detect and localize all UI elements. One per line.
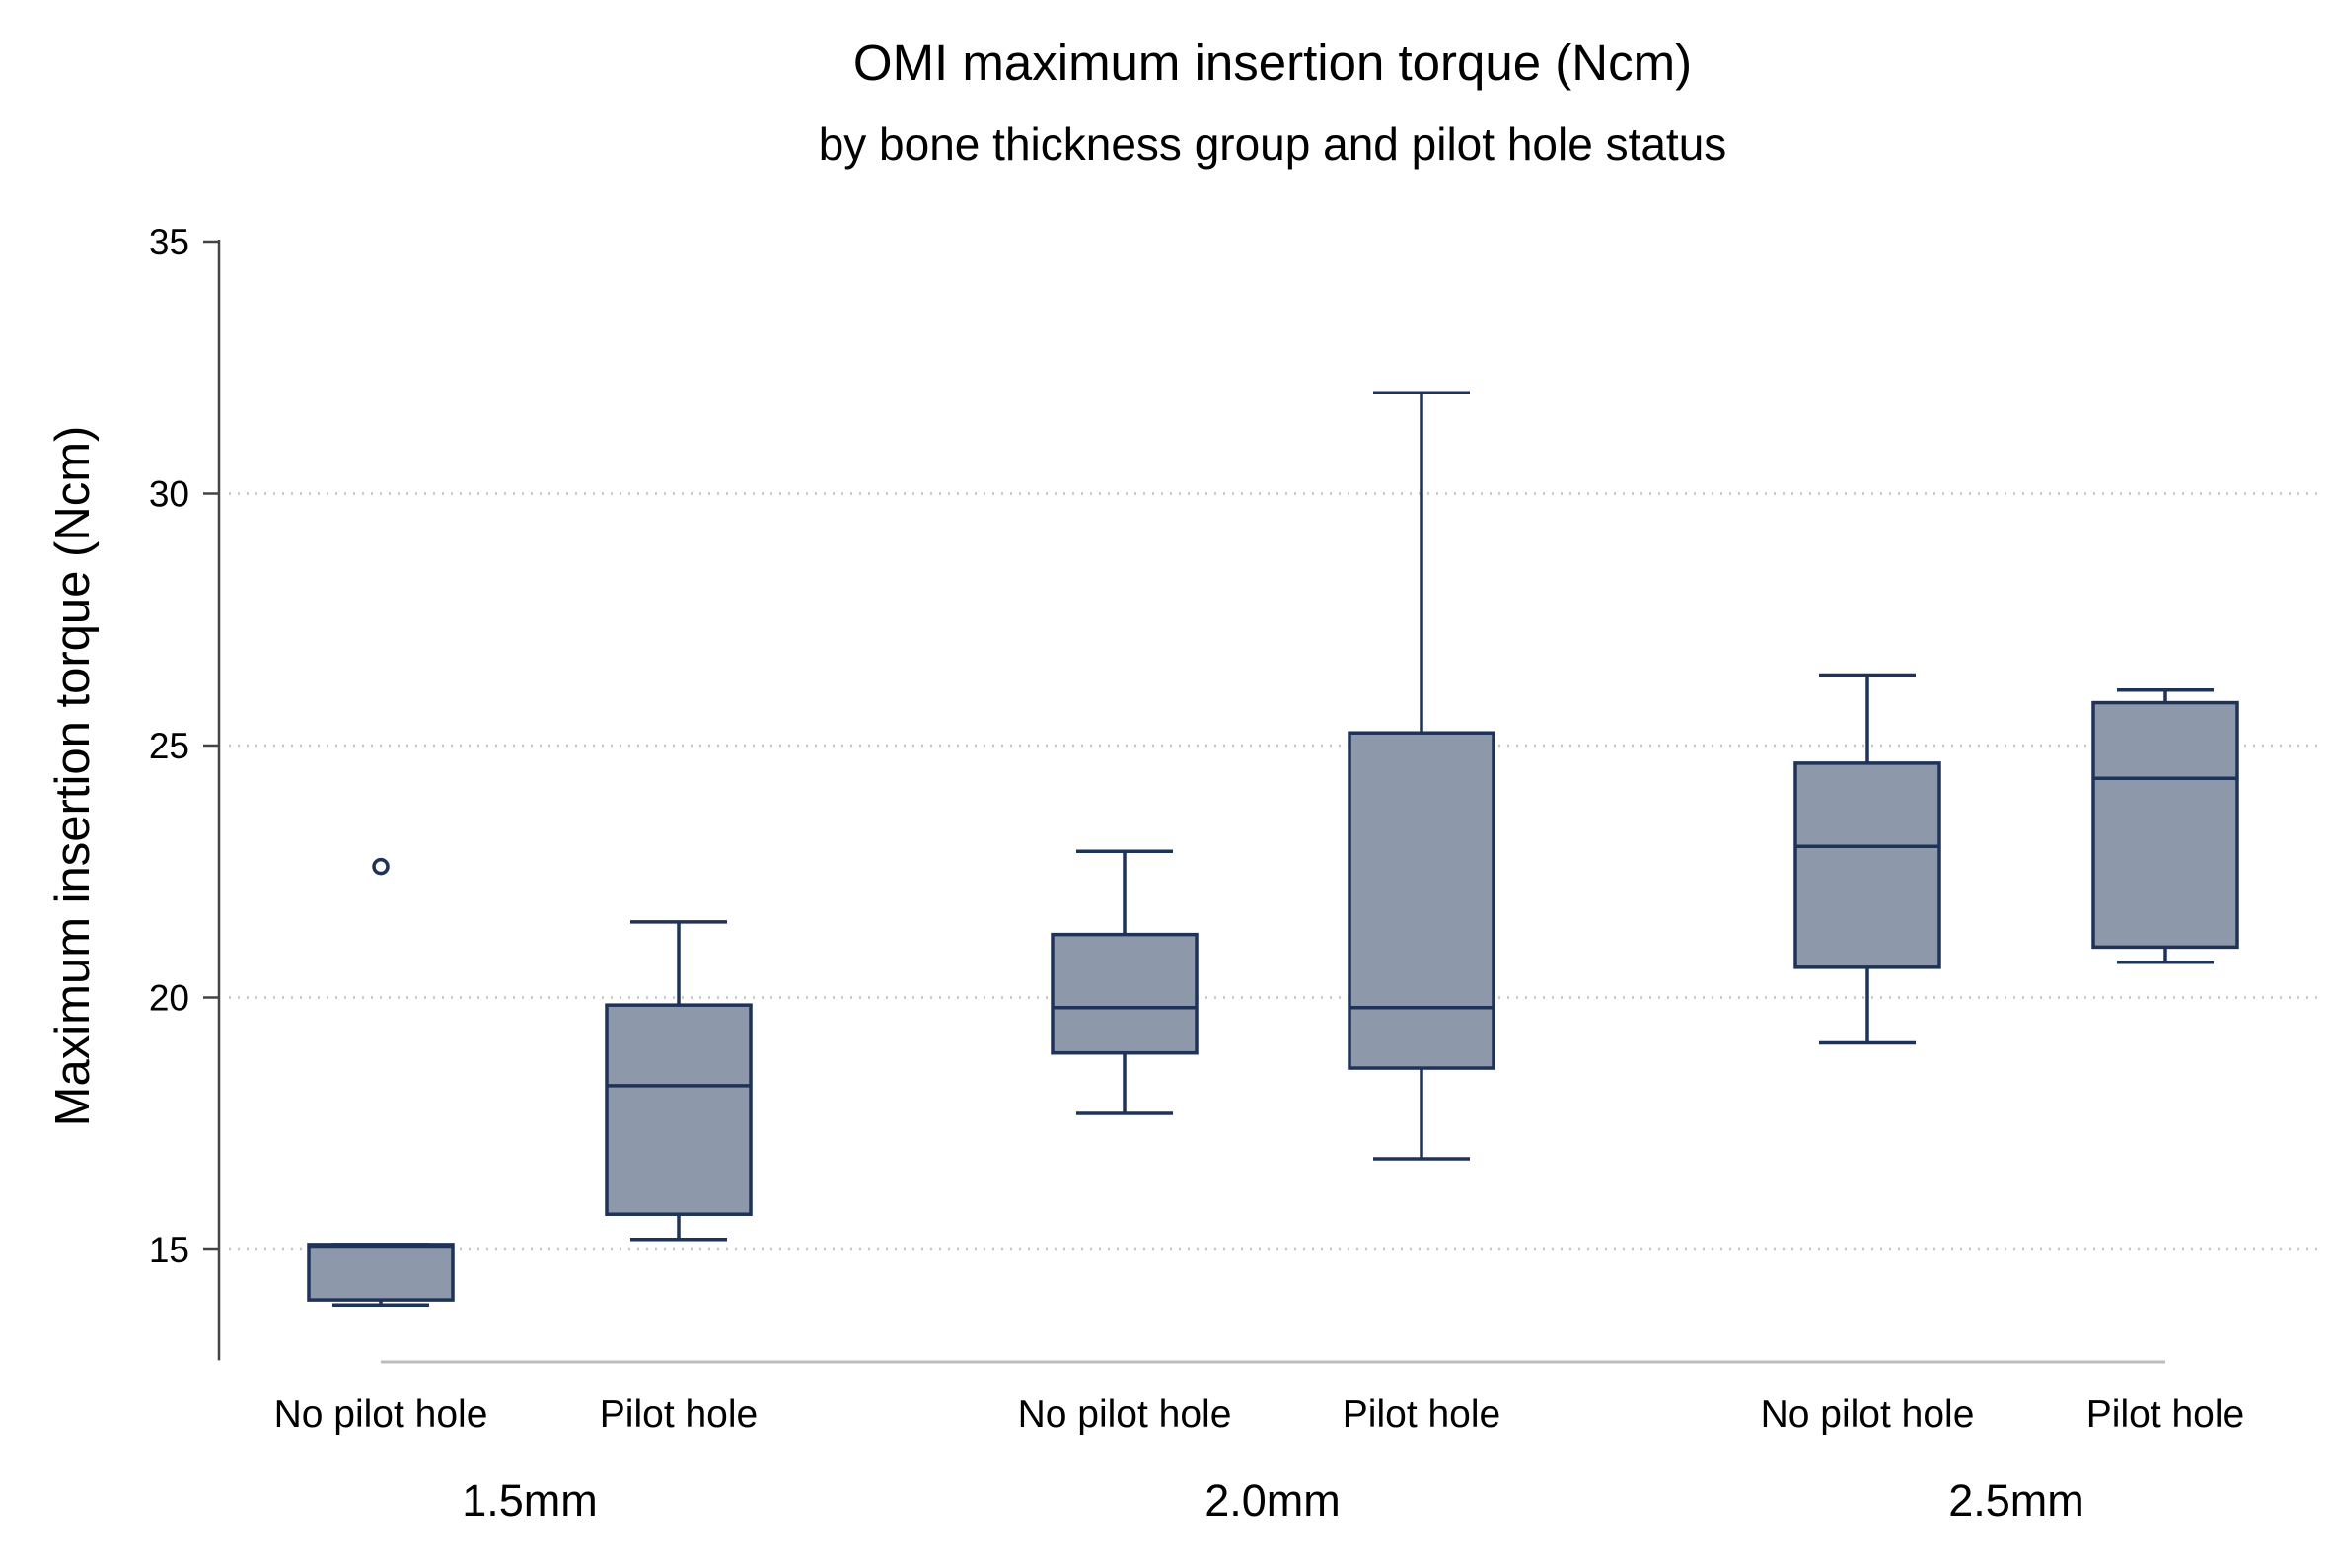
category-label-15mm-pilot-hole: Pilot hole (600, 1393, 758, 1436)
chart-subtitle: by bone thickness group and pilot hole s… (819, 118, 1727, 170)
y-axis: 15 20 25 30 35 (149, 222, 221, 1361)
category-label-15mm-no-pilot-hole: No pilot hole (274, 1393, 488, 1436)
chart-title: OMI maximum insertion torque (Ncm) (853, 35, 1692, 91)
y-axis-title: Maximum insertion torque (Ncm) (46, 426, 100, 1127)
box-20mm-pilot-hole (1348, 731, 1495, 1070)
box-15mm-no-pilot-hole (307, 1243, 455, 1302)
box-series (307, 391, 2239, 1307)
category-label-25mm-no-pilot-hole: No pilot hole (1761, 1393, 1975, 1436)
box-20mm-no-pilot-hole (1051, 932, 1199, 1055)
box-25mm-pilot-hole (2091, 700, 2239, 950)
category-label-25mm-pilot-hole: Pilot hole (2086, 1393, 2244, 1436)
group-label-15mm: 1.5mm (462, 1475, 598, 1526)
y-tick-label-20: 20 (149, 978, 189, 1019)
group-label-20mm: 2.0mm (1204, 1475, 1341, 1526)
box-25mm-no-pilot-hole (1793, 761, 1941, 969)
y-tick-label-35: 35 (149, 222, 189, 262)
y-tick-label-15: 15 (149, 1230, 189, 1270)
y-tick-label-30: 30 (149, 474, 189, 515)
box-15mm-pilot-hole (605, 1003, 753, 1216)
category-label-20mm-pilot-hole: Pilot hole (1343, 1393, 1500, 1436)
grid-lines (229, 492, 2318, 1251)
category-label-20mm-no-pilot-hole: No pilot hole (1018, 1393, 1232, 1436)
outlier-15mm-no-pilot-hole-0 (372, 857, 390, 876)
group-label-25mm: 2.5mm (1948, 1475, 2084, 1526)
y-tick-label-25: 25 (149, 726, 189, 766)
